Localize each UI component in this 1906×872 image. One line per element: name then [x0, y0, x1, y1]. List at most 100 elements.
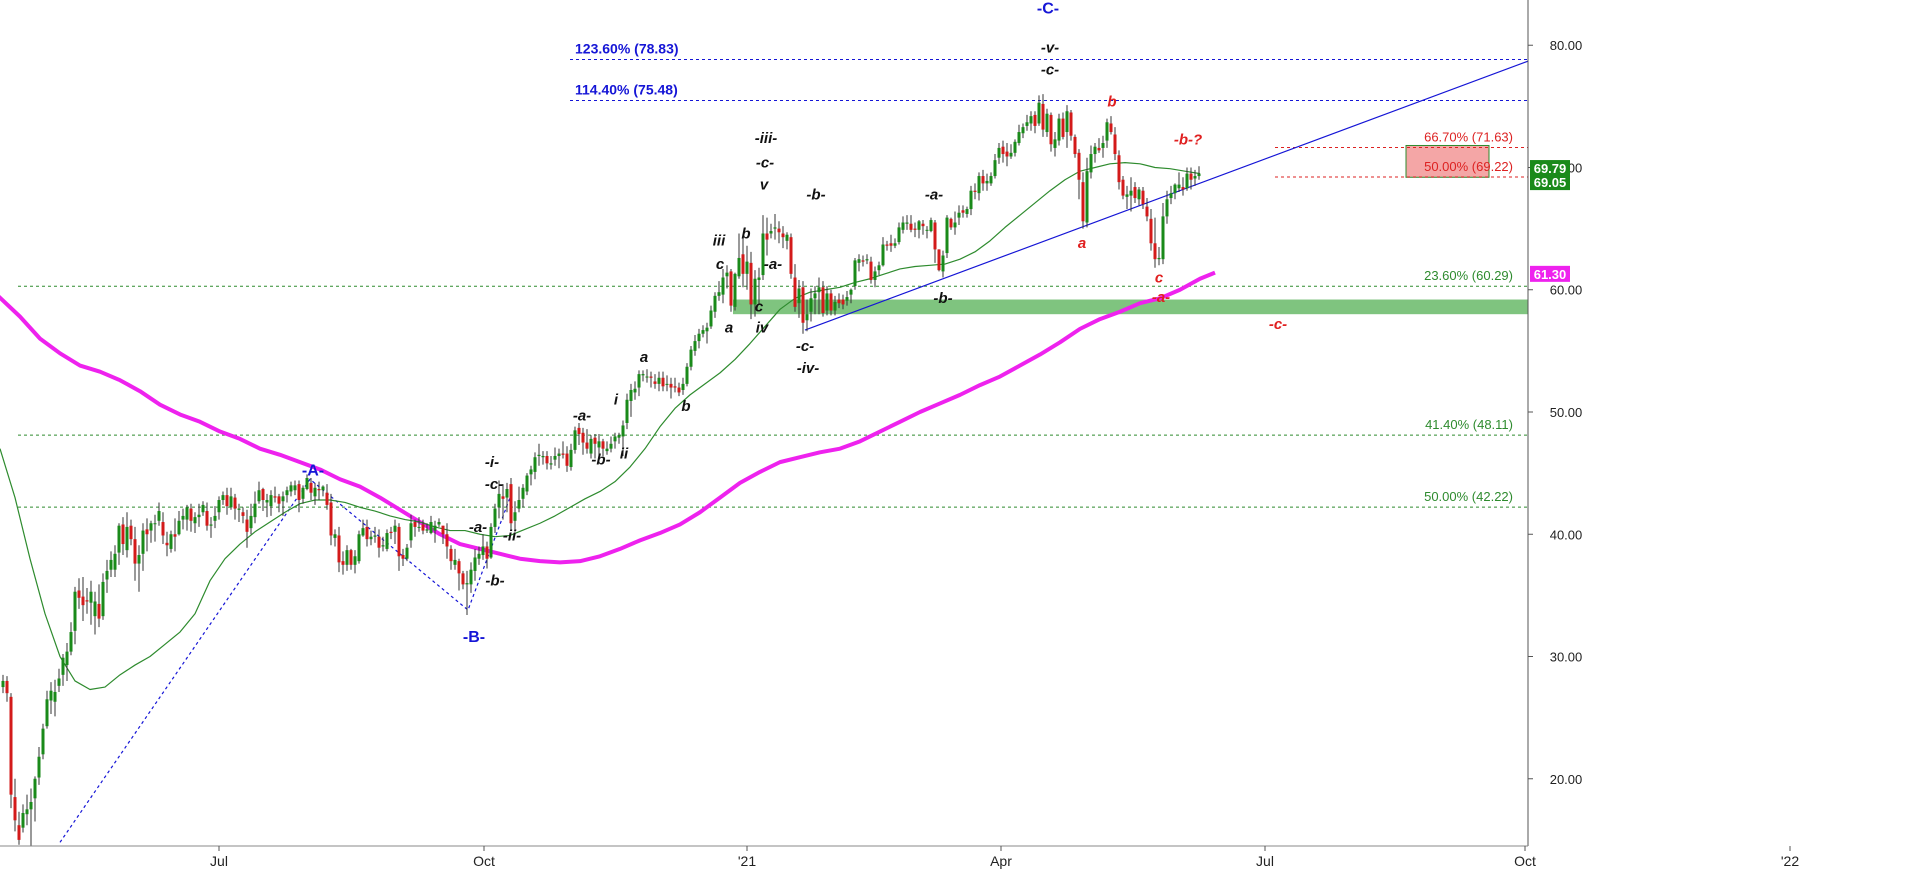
- candle-body: [245, 519, 249, 532]
- wave-label: iii: [713, 233, 726, 250]
- candle-body: [993, 160, 997, 177]
- candle-body: [877, 265, 881, 271]
- candle-body: [1, 680, 5, 688]
- candle-body: [489, 526, 493, 558]
- candle: [1069, 110, 1073, 141]
- candle-body: [861, 260, 865, 262]
- candle: [877, 261, 881, 276]
- candle-body: [1141, 190, 1145, 205]
- candle: [1165, 190, 1169, 224]
- candle-body: [497, 493, 501, 508]
- candle-body: [261, 489, 265, 501]
- candle: [217, 496, 221, 520]
- wave-label: -a-: [1152, 289, 1170, 306]
- candle-body: [753, 278, 757, 305]
- candle-body: [169, 534, 173, 549]
- candle: [221, 491, 225, 505]
- candle: [821, 281, 825, 317]
- candle-body: [397, 526, 401, 557]
- candle: [721, 268, 725, 304]
- candle-body: [201, 504, 205, 513]
- candle: [1109, 116, 1113, 135]
- candle-body: [825, 293, 829, 311]
- candle: [609, 436, 613, 453]
- candle-body: [845, 297, 849, 301]
- candle: [1065, 105, 1069, 148]
- candle-body: [337, 535, 341, 563]
- x-tick-label: Jul: [1256, 853, 1274, 869]
- candle: [541, 451, 545, 465]
- wave-label: a: [1078, 235, 1086, 252]
- candle: [1121, 176, 1125, 200]
- candle-body: [933, 222, 937, 250]
- candle: [93, 591, 97, 635]
- wave-label: -c-: [796, 338, 814, 355]
- wave-label: -iii-: [755, 130, 778, 147]
- candle-body: [1073, 136, 1077, 155]
- candle: [637, 370, 641, 397]
- candle: [1129, 177, 1133, 212]
- candle: [693, 334, 697, 356]
- candle-body: [725, 272, 729, 277]
- candle-body: [677, 387, 681, 393]
- candle: [701, 325, 705, 338]
- candle: [213, 506, 217, 529]
- y-tick-label: 80.00: [1550, 38, 1583, 53]
- candle-body: [1001, 146, 1005, 155]
- candle-body: [185, 507, 189, 520]
- candle: [485, 541, 489, 569]
- fibonacci-levels: 123.60% (78.83) 114.40% (75.48) 66.70% (71…: [18, 41, 1528, 508]
- candle: [717, 281, 721, 301]
- candle: [669, 377, 673, 399]
- candle-body: [41, 728, 45, 755]
- candle: [269, 490, 273, 516]
- candle-body: [601, 441, 605, 449]
- candle: [1173, 183, 1177, 200]
- candle-body: [249, 515, 253, 529]
- candle-body: [729, 271, 733, 306]
- candle-body: [481, 546, 485, 556]
- candle-body: [1169, 193, 1173, 199]
- candle-body: [1193, 176, 1197, 179]
- candle: [941, 250, 945, 278]
- wave-label: -b-: [591, 452, 610, 469]
- candle: [429, 515, 433, 535]
- y-tick-label: 20.00: [1550, 772, 1583, 787]
- candle: [497, 480, 501, 519]
- candle-body: [597, 441, 601, 448]
- candle: [125, 512, 129, 558]
- wave-label: a: [640, 349, 648, 366]
- candle: [829, 289, 833, 316]
- candle: [557, 448, 561, 469]
- candle-body: [141, 530, 145, 554]
- candle-body: [241, 512, 245, 516]
- candle: [41, 723, 45, 760]
- candle-body: [5, 680, 9, 694]
- candle-body: [445, 534, 449, 547]
- candle: [149, 520, 153, 543]
- candle: [1033, 111, 1037, 134]
- candle: [585, 429, 589, 454]
- wave-label: b: [741, 225, 750, 242]
- candle-body: [1025, 122, 1029, 126]
- candle: [277, 493, 281, 513]
- candle: [841, 294, 845, 310]
- candle: [189, 503, 193, 532]
- candle: [1, 674, 5, 694]
- candle-body: [125, 526, 129, 551]
- moving-average-long: [0, 270, 1216, 565]
- candle: [905, 215, 909, 230]
- candle-body: [813, 293, 817, 299]
- candle-body: [357, 534, 361, 562]
- candle-body: [1137, 189, 1141, 200]
- candle: [1101, 135, 1105, 158]
- candle-body: [801, 287, 805, 323]
- candle-body: [361, 528, 365, 536]
- price-badge-bg: [1530, 160, 1570, 177]
- candle-body: [57, 678, 61, 686]
- candle: [441, 525, 445, 545]
- price-badge: 61.30: [1530, 265, 1570, 282]
- candle: [249, 503, 253, 535]
- candle: [1153, 217, 1157, 268]
